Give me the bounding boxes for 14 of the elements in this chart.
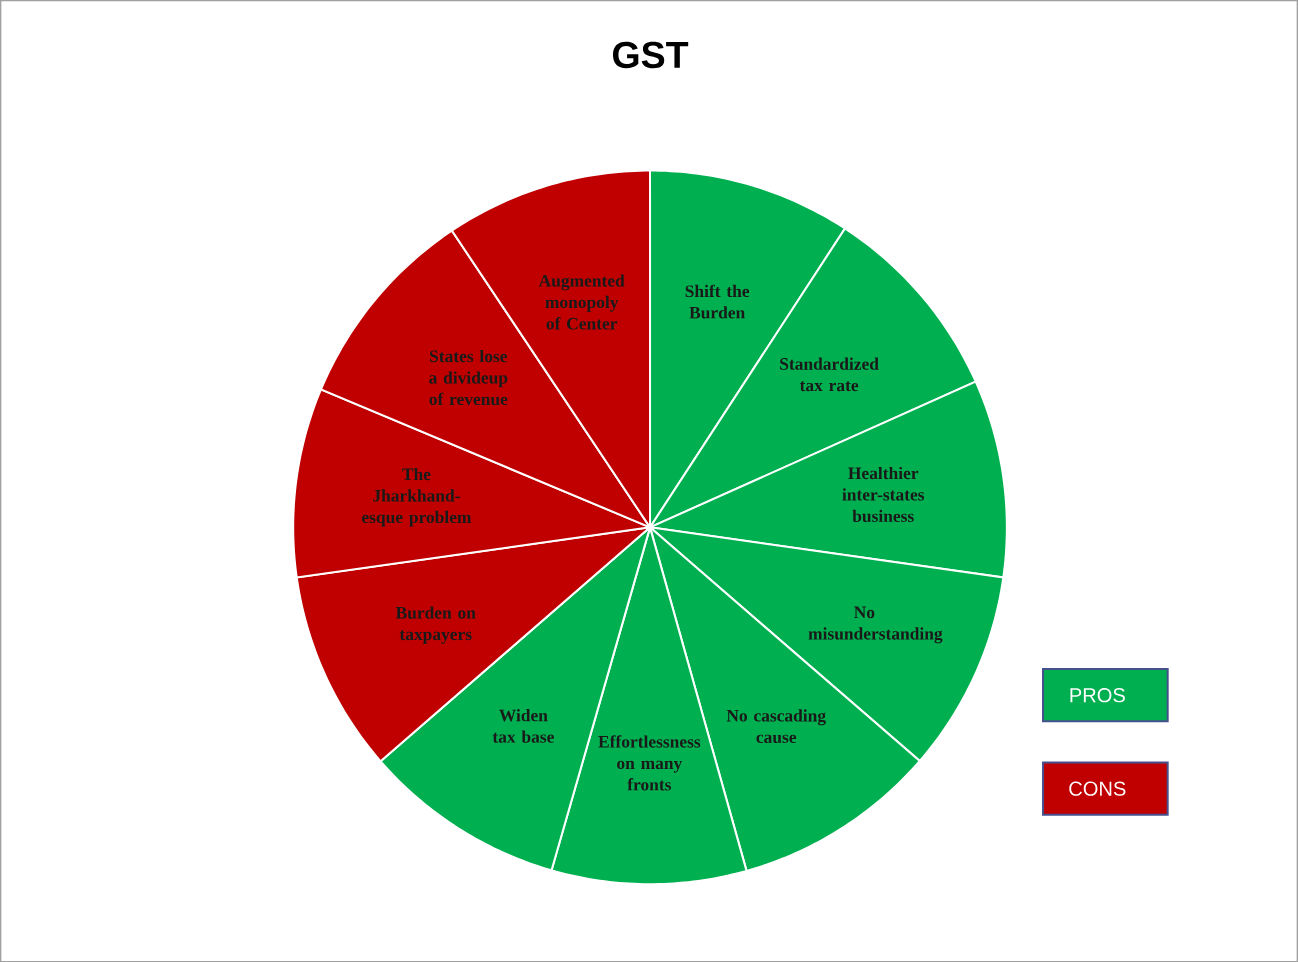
text: CONS [1069,781,1126,796]
slice-label: Shift the Burden [685,284,750,319]
slice-label: Healthier inter-states business [842,466,925,522]
slice-label: Augmented monopoly of Center [538,274,625,330]
slice-label: Effortlessness on many fronts [598,735,701,791]
slice-label: Widen tax base [492,708,554,743]
chart-title: GST [612,41,689,69]
text: PROS [1070,687,1125,703]
slice-label: Standardized tax rate [780,357,879,392]
slice-label: States lose a divideup of revenue [429,349,508,405]
slice-label: The Jharkhand-esque problem [362,467,472,527]
slice-label: No misunderstanding [808,606,943,644]
slice-label: No cascading cause [726,709,826,743]
slice-label: Burden on taxpayers [395,606,476,644]
